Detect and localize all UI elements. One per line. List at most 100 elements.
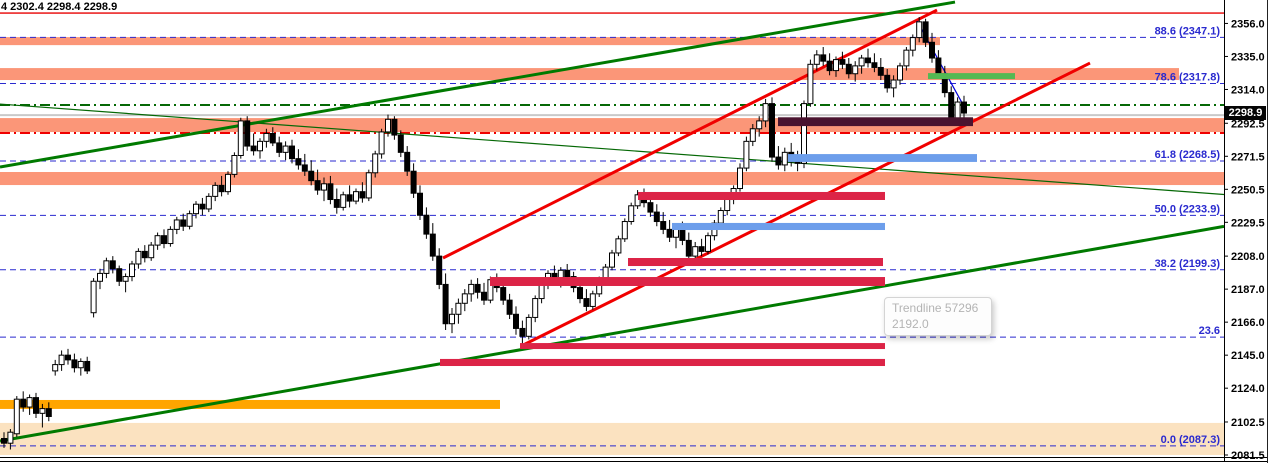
crimson-bar-5[interactable] — [440, 358, 885, 367]
candle — [218, 184, 225, 193]
trendline-tooltip: Trendline 57296 2192.0 — [884, 297, 992, 337]
candle — [653, 211, 660, 223]
candle — [557, 269, 564, 279]
candle — [833, 59, 839, 72]
candle — [97, 272, 103, 282]
candle — [865, 57, 871, 64]
candle — [500, 287, 507, 301]
axis-tick-label: 2081.5 — [1231, 450, 1265, 462]
green-major-uptrend[interactable] — [0, 0, 956, 169]
tooltip-value: 2192.0 — [892, 316, 929, 331]
supply-band-2347[interactable] — [0, 37, 940, 46]
candle — [621, 221, 628, 240]
blue-zone-bar-lower[interactable] — [672, 222, 885, 231]
axis-tick-label: 2271.5 — [1231, 151, 1265, 163]
candle — [378, 131, 385, 155]
candle — [122, 276, 129, 282]
candle — [525, 316, 532, 337]
candle — [634, 194, 641, 207]
candle — [148, 244, 155, 259]
candle — [65, 354, 71, 361]
red-channel-upper[interactable] — [442, 8, 938, 260]
ohlc-readout: 4 2302.4 2298.4 2298.9 — [1, 1, 118, 13]
candle — [359, 191, 366, 199]
crimson-bar-4[interactable] — [520, 343, 885, 350]
candle — [129, 263, 135, 278]
candle — [372, 153, 379, 174]
candle — [749, 128, 756, 142]
crimson-bar-1[interactable] — [638, 191, 885, 200]
candle — [109, 260, 116, 270]
fib-level-label: 23.6 — [1199, 325, 1220, 337]
candle — [90, 280, 97, 314]
axis-tick-label: 2187.0 — [1231, 284, 1265, 296]
candle — [269, 132, 276, 144]
candle — [628, 205, 635, 223]
candle — [397, 134, 404, 153]
maroon-zone-bar[interactable] — [778, 117, 973, 127]
supply-band-2324[interactable] — [0, 68, 1179, 81]
axis-tick-label: 2314.0 — [1231, 84, 1265, 96]
candle — [301, 164, 308, 172]
demand-band-bottom[interactable] — [0, 422, 1224, 455]
candle — [929, 41, 935, 59]
candle — [743, 140, 750, 169]
green-minor-uptrend[interactable] — [0, 224, 1225, 443]
candle — [71, 359, 78, 369]
candle — [807, 63, 814, 105]
candle — [7, 431, 14, 444]
candle — [180, 219, 187, 227]
candle — [244, 120, 251, 147]
crimson-bar-2[interactable] — [628, 258, 883, 267]
candle — [340, 194, 347, 208]
candle — [954, 101, 961, 120]
candle — [20, 398, 27, 408]
blue-zone-bar-upper[interactable] — [788, 154, 977, 162]
candle — [58, 354, 65, 366]
candle — [186, 213, 193, 227]
candle — [909, 37, 916, 51]
candle — [801, 103, 807, 164]
fib-level-label: 78.6 (2317.8) — [1155, 71, 1221, 83]
candle — [564, 269, 571, 278]
candle — [845, 63, 852, 75]
candle — [481, 291, 487, 301]
candle — [276, 142, 283, 153]
candle — [199, 203, 206, 210]
candle — [391, 118, 398, 136]
green-thin-downtrend[interactable] — [0, 103, 1225, 196]
fib-level-label: 0.0 (2087.3) — [1161, 434, 1221, 446]
candle — [442, 283, 449, 325]
candle — [205, 195, 212, 210]
green-zone-bar[interactable] — [928, 73, 1015, 80]
candle — [314, 180, 321, 191]
candle — [327, 183, 334, 201]
candle — [577, 287, 583, 300]
candle — [103, 260, 110, 274]
candle — [346, 194, 353, 202]
candle — [961, 101, 967, 114]
orange-demand-bar[interactable] — [0, 399, 500, 409]
candle — [289, 145, 295, 160]
candle — [826, 60, 833, 72]
candle — [353, 191, 359, 202]
crimson-bar-3[interactable] — [490, 277, 885, 286]
candle — [794, 161, 801, 164]
candle — [461, 293, 468, 304]
candle — [474, 283, 481, 293]
candle — [231, 154, 238, 175]
candle — [717, 210, 724, 224]
supply-band-2291[interactable] — [0, 118, 1224, 133]
candle — [212, 184, 219, 197]
axis-tick-label: 2229.5 — [1231, 217, 1265, 229]
supply-band-2257[interactable] — [0, 172, 1224, 186]
candle — [1, 437, 7, 444]
candle — [33, 397, 39, 414]
fib-level-label: 38.2 (2199.3) — [1155, 258, 1221, 270]
candle — [429, 233, 436, 257]
axis-tick-label: 2166.0 — [1231, 317, 1265, 329]
red-channel-lower[interactable] — [522, 61, 1091, 347]
candle — [647, 202, 654, 213]
